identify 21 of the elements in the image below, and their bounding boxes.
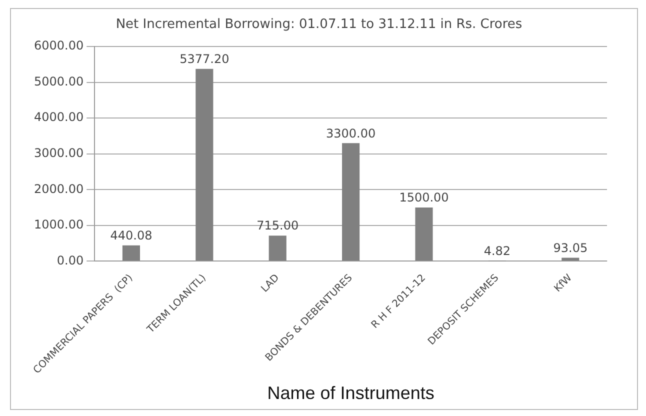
bar	[342, 143, 360, 261]
y-tick-label: 1000.00	[34, 218, 84, 232]
data-label: 3300.00	[326, 126, 376, 140]
data-label: 4.82	[484, 244, 511, 258]
y-tick-label: 5000.00	[34, 74, 84, 88]
y-tick-label: 6000.00	[34, 38, 84, 53]
data-label: 1500.00	[399, 190, 449, 205]
y-tick-label: 2000.00	[34, 182, 84, 196]
y-tick-label: 0.00	[56, 253, 84, 268]
y-tick-label: 4000.00	[34, 110, 84, 124]
data-label: 715.00	[256, 218, 299, 233]
bar	[122, 245, 140, 261]
bar	[196, 68, 214, 261]
data-label: 440.08	[110, 228, 152, 243]
data-label: 93.05	[553, 240, 588, 255]
bar	[415, 208, 433, 261]
x-axis-title: Name of Instruments	[267, 383, 434, 404]
data-label: 5377.20	[180, 52, 230, 66]
y-tick-label: 3000.00	[34, 146, 84, 160]
chart-title: Net Incremental Borrowing: 01.07.11 to 31.12.11 in Rs. Crores	[116, 17, 522, 32]
bar	[268, 236, 286, 261]
